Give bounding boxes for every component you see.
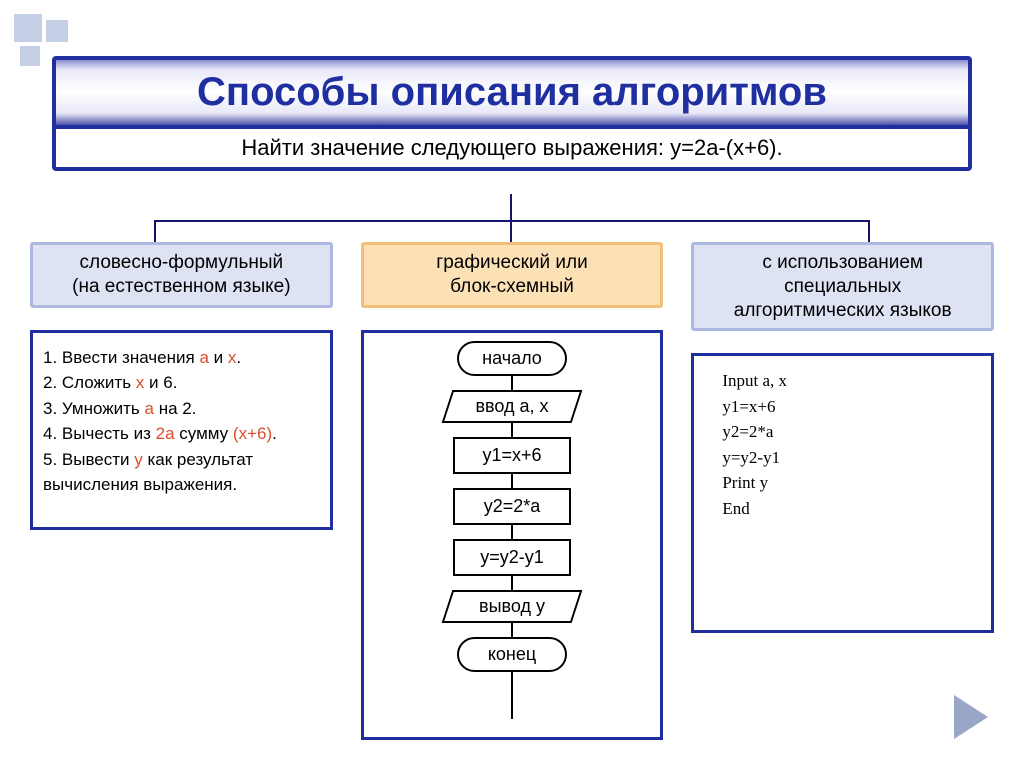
header-text: словесно-формульный (37, 251, 326, 275)
column-body-graphical: начало ввод a, x y1=x+6 y2=2*a y=y2-y1 в… (361, 330, 664, 740)
step-line: 1. Ввести значения a и x. (43, 345, 320, 371)
column-body-code: Input a, x y1=x+6 y2=2*a y=y2-y1 Print y… (691, 353, 994, 633)
step-line: 4. Вычесть из 2a сумму (x+6). (43, 421, 320, 447)
flow-process: y1=x+6 (453, 437, 571, 474)
step-line: 2. Сложить x и 6. (43, 370, 320, 396)
column-header-verbal: словесно-формульный (на естественном язы… (30, 242, 333, 308)
column-code: с использованием специальных алгоритмиче… (691, 242, 994, 740)
code-line: Input a, x (722, 368, 981, 394)
column-body-verbal: 1. Ввести значения a и x. 2. Сложить x и… (30, 330, 333, 530)
column-header-graphical: графический или блок-схемный (361, 242, 664, 308)
code-line: y1=x+6 (722, 394, 981, 420)
column-graphical: графический или блок-схемный начало ввод… (361, 242, 664, 740)
code-line: y=y2-y1 (722, 445, 981, 471)
slide-title: Способы описания алгоритмов (56, 70, 968, 115)
columns-container: словесно-формульный (на естественном язы… (30, 242, 994, 740)
connector-line (154, 220, 156, 242)
title-frame: Способы описания алгоритмов Найти значен… (52, 56, 972, 171)
flow-io-input: ввод a, x (447, 390, 577, 423)
flow-process: y=y2-y1 (453, 539, 571, 576)
connector-line (510, 194, 512, 220)
header-text: графический или (368, 251, 657, 275)
flow-io-output: вывод y (447, 590, 577, 623)
flow-terminator-start: начало (457, 341, 567, 376)
column-header-code: с использованием специальных алгоритмиче… (691, 242, 994, 331)
header-text: с использованием (698, 251, 987, 275)
deco-square (46, 20, 68, 42)
code-line: Print y (722, 470, 981, 496)
header-text: (на естественном языке) (37, 275, 326, 299)
next-slide-arrow-icon[interactable] (954, 695, 988, 739)
header-text: специальных (698, 275, 987, 299)
title-bar: Способы описания алгоритмов (56, 60, 968, 125)
column-verbal: словесно-формульный (на естественном язы… (30, 242, 333, 740)
code-line: End (722, 496, 981, 522)
step-line: 5. Вывести y как результат вычисления вы… (43, 447, 320, 498)
flow-terminator-end: конец (457, 637, 567, 672)
deco-square (14, 14, 42, 42)
slide-subtitle: Найти значение следующего выражения: y=2… (56, 125, 968, 167)
header-text: алгоритмических языков (698, 299, 987, 323)
deco-square (20, 46, 40, 66)
header-text: блок-схемный (368, 275, 657, 299)
code-line: y2=2*a (722, 419, 981, 445)
flow-process: y2=2*a (453, 488, 571, 525)
step-line: 3. Умножить a на 2. (43, 396, 320, 422)
flowchart: начало ввод a, x y1=x+6 y2=2*a y=y2-y1 в… (437, 341, 587, 686)
connector-line (154, 220, 870, 222)
connector-line (510, 220, 512, 242)
connector-line (868, 220, 870, 242)
